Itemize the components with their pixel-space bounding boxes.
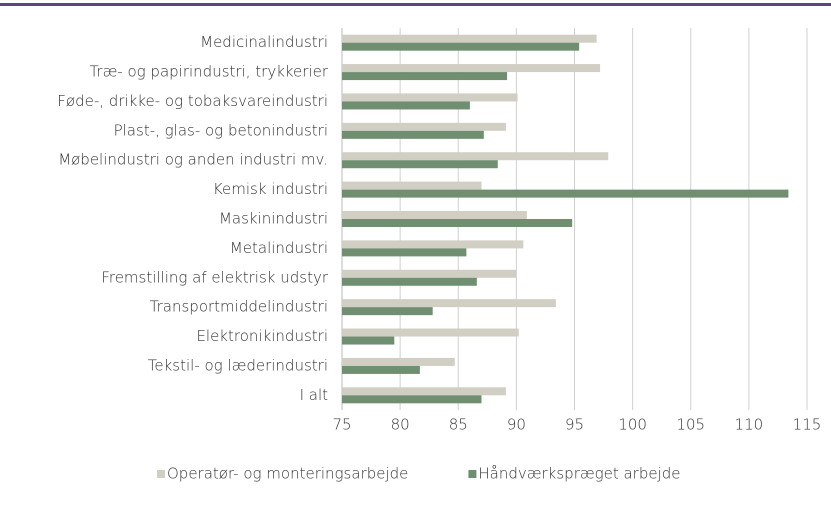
bar [342,181,482,190]
bar [342,299,556,308]
x-tick-label: 75 [332,416,351,434]
bar [342,248,467,257]
y-tick-label: Metalindustri [230,239,328,257]
bar [342,387,506,396]
y-tick-label: I alt [300,386,329,404]
x-tick-label: 80 [391,416,410,434]
bar [342,365,420,374]
bar [342,64,601,73]
bar [342,72,508,81]
bar [342,93,518,102]
bar [342,219,573,227]
y-tick-label: Tekstil- og læderindustri [148,356,328,374]
x-tick-label: 105 [676,416,705,434]
bar [342,277,477,286]
bar [342,357,455,366]
y-tick-label: Plast-, glas- og betonindustri [114,121,328,139]
bar [342,122,506,131]
bar [342,307,433,316]
y-tick-label: Elektronikindustri [196,327,328,345]
y-tick-label: Fremstilling af elektrisk udstyr [101,268,328,286]
x-tick-label: 115 [793,416,822,434]
bar [342,130,484,139]
bar [342,240,524,249]
y-tick-label: Kemisk industri [213,180,328,198]
legend-swatch [468,470,477,478]
bar [342,328,519,337]
bar [342,211,527,219]
bar [342,269,517,278]
legend-label: Operatør- og monteringsarbejde [167,465,408,483]
x-tick-label: 85 [449,416,468,434]
x-tick-label: 100 [618,416,647,434]
y-tick-label: Føde-, drikke- og tobaksvareindustri [57,92,328,110]
y-tick-label: Møbelindustri og anden industri mv. [58,151,328,169]
legend-label: Håndværkspræget arbejde [478,465,680,483]
x-tick-label: 95 [565,416,584,434]
y-tick-label: Maskinindustri [219,210,328,228]
bar [342,34,597,43]
x-tick-label: 90 [507,416,526,434]
bar [342,395,482,404]
bar [342,189,789,198]
bar [342,42,580,51]
y-tick-label: Træ- og papirindustri, trykkerier [89,63,328,81]
bar [342,101,470,110]
legend-swatch [157,470,165,478]
y-tick-label: Medicinalindustri [200,33,328,51]
top-rule [0,3,831,6]
bar [342,152,609,161]
x-tick-label: 110 [735,416,764,434]
bar [342,336,395,345]
y-tick-label: Transportmiddelindustri [150,298,328,316]
bar [342,160,498,169]
